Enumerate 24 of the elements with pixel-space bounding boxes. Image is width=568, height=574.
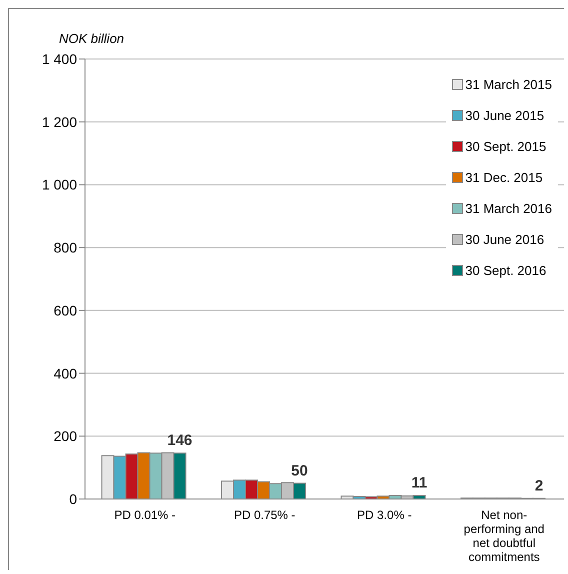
legend-label: 31 March 2015 (465, 77, 552, 92)
legend-label: 30 June 2015 (465, 108, 544, 123)
data-label: 50 (291, 462, 308, 480)
y-tick-label: 400 (54, 365, 78, 382)
y-tick-label: 600 (54, 302, 78, 318)
data-label: 11 (411, 474, 428, 492)
y-tick-label: 200 (54, 428, 78, 444)
y-tick-label: 1 200 (42, 114, 78, 130)
data-label: 146 (167, 432, 192, 450)
x-tick-label: PD 0.75% - (234, 508, 296, 522)
data-label: 2 (534, 477, 544, 494)
legend-label: 31 Dec. 2015 (465, 170, 543, 185)
y-axis-title: NOK billion (59, 31, 124, 46)
y-tick-label: 1 400 (42, 50, 78, 67)
x-tick-label: PD 3.0% - (357, 508, 412, 522)
x-tick-label: PD 0.01% - (114, 508, 176, 522)
y-tick-label: 800 (54, 240, 78, 256)
y-tick-label: 0 (69, 490, 78, 507)
legend-label: 30 Sept. 2015 (465, 139, 546, 154)
x-tick-label: Net non-performing and net doubtful commitments (464, 508, 544, 564)
legend-label: 30 June 2016 (465, 232, 544, 247)
y-tick-label: 1 000 (42, 176, 78, 193)
legend-label: 30 Sept. 2016 (465, 263, 546, 278)
legend-label: 31 March 2016 (465, 201, 552, 216)
